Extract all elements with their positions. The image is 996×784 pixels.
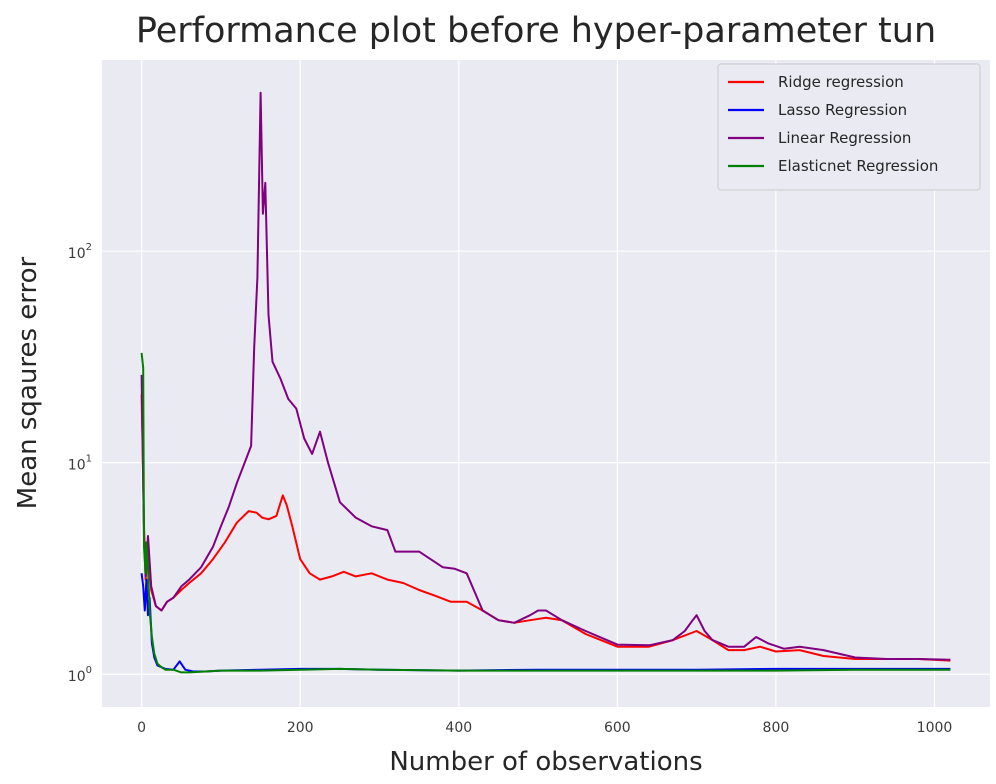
y-tick-label: 102	[68, 242, 92, 262]
x-tick-label: 1000	[917, 720, 953, 736]
legend-label: Elasticnet Regression	[778, 157, 938, 175]
x-tick-label: 200	[287, 720, 314, 736]
x-axis-label: Number of observations	[389, 747, 702, 777]
x-axis-ticks: 0 200 400 600 800 1000	[137, 720, 952, 736]
series-group	[140, 91, 951, 674]
y-tick-label: 101	[68, 454, 92, 474]
x-tick-label: 400	[445, 720, 472, 736]
y-tick-exponent: 0	[86, 665, 92, 676]
y-axis-label: Mean sqaures error	[13, 256, 43, 509]
y-tick-base: 10	[68, 246, 86, 262]
legend-label: Ridge regression	[778, 73, 904, 91]
x-tick-label: 0	[137, 720, 146, 736]
chart-title: Performance plot before hyper-parameter …	[136, 11, 936, 51]
y-tick-label: 100	[68, 665, 92, 685]
grid	[102, 60, 990, 707]
legend-box	[717, 63, 981, 191]
legend: Ridge regression Lasso Regression Linear R…	[717, 63, 981, 191]
series-line-0	[140, 394, 951, 662]
y-tick-exponent: 1	[86, 454, 92, 465]
series-line-3	[140, 352, 951, 674]
x-tick-label: 600	[604, 720, 631, 736]
legend-label: Lasso Regression	[778, 101, 907, 119]
x-tick-label: 800	[763, 720, 790, 736]
y-tick-base: 10	[68, 669, 86, 685]
y-tick-base: 10	[68, 458, 86, 474]
y-tick-exponent: 2	[86, 242, 92, 253]
series-line-2	[140, 91, 951, 661]
legend-label: Linear Regression	[778, 129, 911, 147]
